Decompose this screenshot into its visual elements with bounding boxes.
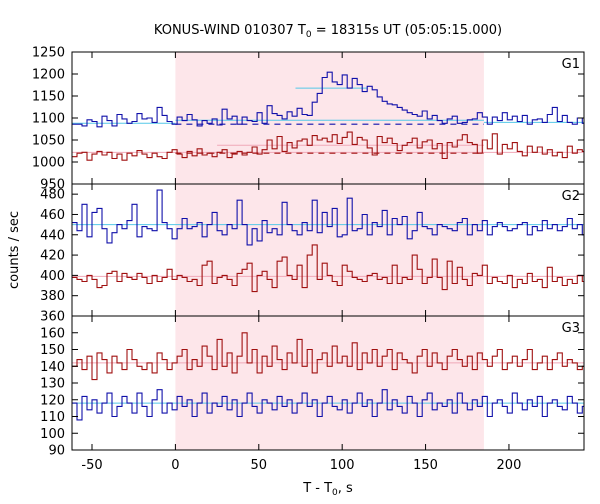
- x-tick-label: 200: [497, 458, 522, 473]
- panel-g3-ytick-label: 120: [40, 393, 65, 408]
- panel-g1-ytick-label: 1250: [32, 46, 65, 61]
- panel-g2-ytick-label: 380: [40, 289, 65, 304]
- panel-g2-ytick-label: 440: [40, 228, 65, 243]
- panel-g3-ytick-label: 100: [40, 427, 65, 442]
- panel-g1-ytick-label: 1000: [32, 156, 65, 171]
- x-tick-label: 150: [413, 458, 438, 473]
- panel-g3-ytick-label: 150: [40, 343, 65, 358]
- x-tick-label: -50: [81, 458, 102, 473]
- panel-g1-ytick-label: 1200: [32, 68, 65, 83]
- panel-g2-ytick-label: 420: [40, 249, 65, 264]
- panel-g1-ytick-label: 1050: [32, 134, 65, 149]
- panel-g3-ytick-label: 110: [40, 410, 65, 425]
- panel-g2-series-red: [72, 244, 584, 293]
- panel-g1-label: G1: [562, 57, 580, 72]
- panel-g3-label: G3: [562, 321, 580, 336]
- panel-g2-label: G2: [562, 189, 580, 204]
- panel-g2-ytick-label: 360: [40, 310, 65, 325]
- panel-g3-series-red: [72, 332, 584, 381]
- panel-g1-series-red: [72, 131, 584, 161]
- x-tick-label: 50: [251, 458, 268, 473]
- panel-g2-ytick-label: 460: [40, 208, 65, 223]
- panel-g3-series-blue: [72, 389, 584, 421]
- x-axis-label: T - T0, s: [302, 481, 353, 498]
- x-tick-label: 100: [330, 458, 355, 473]
- chart-title: KONUS-WIND 010307 T0 = 18315s UT (05:05:…: [154, 23, 502, 40]
- x-tick-label: 0: [171, 458, 179, 473]
- panel-g1-ytick-label: 1150: [32, 90, 65, 105]
- panel-g1-ytick-label: 1100: [32, 112, 65, 127]
- panel-g1-ytick-label: 950: [40, 178, 65, 193]
- panel-g3-ytick-label: 130: [40, 377, 65, 392]
- panel-g3-ytick-label: 160: [40, 326, 65, 341]
- panel-g2-ytick-label: 400: [40, 269, 65, 284]
- panel-g3-ytick-label: 140: [40, 360, 65, 375]
- y-axis-label: counts / sec: [7, 211, 22, 289]
- panel-g2-series-blue: [72, 189, 584, 246]
- panel-g3-ytick-label: 90: [48, 444, 65, 459]
- panel-g2-ytick-label: 480: [40, 188, 65, 203]
- panel-g1-series-blue: [72, 71, 584, 128]
